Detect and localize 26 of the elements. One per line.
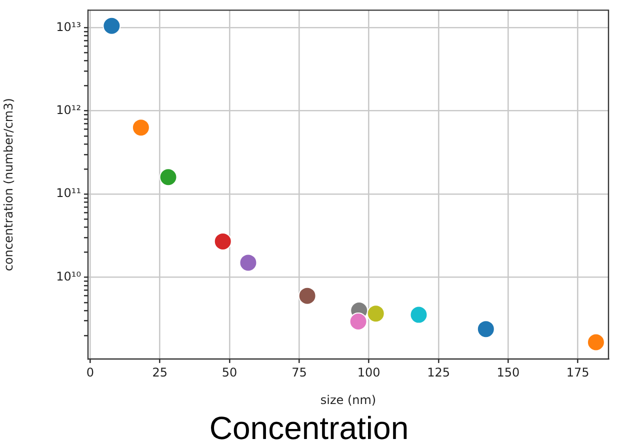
point bbox=[476, 320, 495, 338]
y-tick-label: 10¹⁰ bbox=[56, 269, 82, 284]
y-tick-label: 10¹² bbox=[56, 103, 82, 117]
point bbox=[410, 306, 428, 324]
point bbox=[102, 16, 121, 35]
y-tick-label: 10¹³ bbox=[56, 20, 82, 34]
x-tick-label: 175 bbox=[566, 365, 590, 380]
y-axis-title: concentration (number/cm3) bbox=[1, 98, 16, 272]
x-tick-label: 75 bbox=[292, 365, 307, 380]
point bbox=[159, 168, 178, 186]
point bbox=[586, 333, 605, 352]
y-tick-label: 10¹¹ bbox=[56, 186, 82, 200]
point bbox=[366, 304, 385, 323]
x-tick-label: 100 bbox=[357, 365, 380, 380]
point bbox=[349, 312, 368, 330]
point bbox=[239, 254, 258, 272]
x-tick-label: 25 bbox=[152, 365, 168, 380]
x-tick-label: 50 bbox=[222, 365, 238, 380]
x-tick-label: 125 bbox=[427, 365, 450, 380]
point bbox=[298, 286, 316, 305]
text: Concentration bbox=[208, 410, 410, 446]
point bbox=[132, 118, 150, 137]
point bbox=[214, 232, 232, 250]
x-tick-label: 150 bbox=[496, 365, 520, 380]
x-tick-label: 0 bbox=[86, 365, 94, 380]
x-axis-title: size (nm) bbox=[320, 392, 376, 407]
